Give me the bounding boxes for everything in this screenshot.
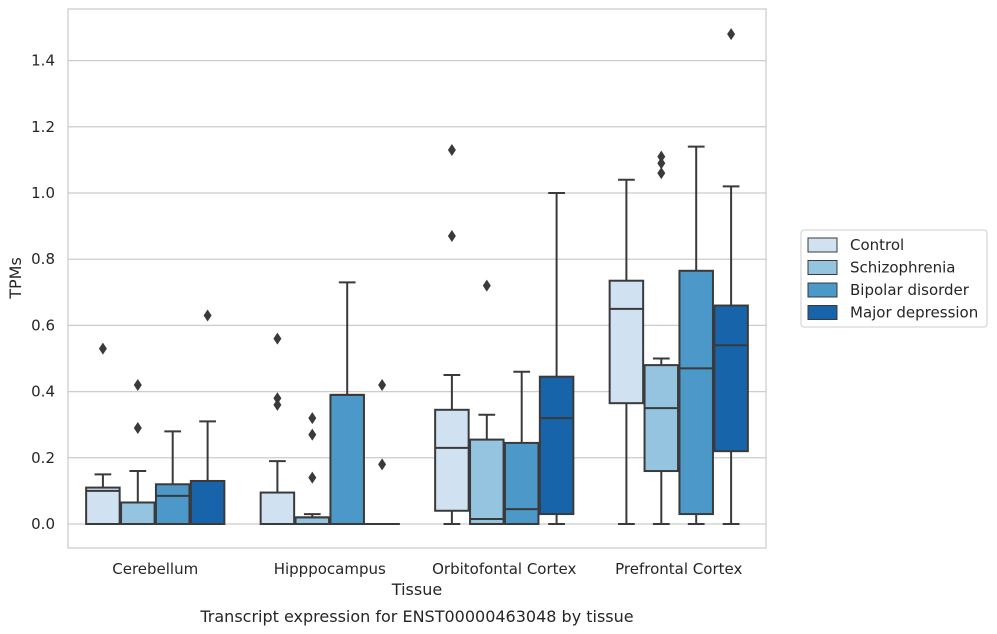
- outlier-point: [657, 157, 666, 170]
- x-tick-label: Prefrontal Cortex: [615, 560, 742, 578]
- box-2-1: [469, 279, 505, 525]
- x-tick-label: Hipppocampus: [274, 560, 386, 578]
- box-body: [189, 479, 226, 525]
- outlier-point: [657, 167, 666, 180]
- y-tick-label: 0.4: [31, 383, 55, 401]
- y-tick-label: 1.4: [31, 52, 55, 70]
- outlier-point: [98, 342, 107, 355]
- box-body: [329, 393, 365, 525]
- box-body: [154, 483, 191, 525]
- outlier-point: [378, 378, 387, 391]
- box-3-3: [713, 28, 749, 525]
- box-1-1: [294, 412, 331, 526]
- x-tick-labels: Cerebellum Hipppocampus Orbitofontal Corte…: [112, 560, 742, 578]
- y-tick-labels: 0.0 0.2 0.4 0.6 0.8 1.0 1.2 1.4: [31, 52, 55, 533]
- legend-swatch: [807, 282, 838, 298]
- box-2-0: [434, 143, 470, 525]
- outlier-point: [273, 392, 282, 405]
- outlier-point: [447, 143, 456, 156]
- box-3-2: [678, 145, 714, 525]
- y-tick-label: 1.0: [31, 184, 55, 202]
- box-body: [120, 501, 156, 525]
- legend-label: Control: [850, 236, 904, 254]
- outlier-point: [273, 332, 282, 345]
- legend: Control Schizophrenia Bipolar disorder Majo…: [800, 229, 988, 328]
- box-body: [643, 364, 680, 473]
- outlier-point: [203, 309, 212, 322]
- outlier-point: [308, 471, 317, 484]
- box-3-0: [608, 178, 645, 525]
- legend-frame: [800, 229, 988, 328]
- box-body: [85, 486, 121, 525]
- legend-label: Bipolar disorder: [850, 281, 970, 299]
- outlier-point: [482, 279, 491, 292]
- box-2-3: [538, 192, 575, 525]
- outlier-point: [273, 398, 282, 411]
- legend-label: Schizophrenia: [850, 259, 955, 277]
- box-body: [469, 438, 505, 525]
- box-0-1: [120, 378, 156, 525]
- y-tick-label: 0.0: [31, 515, 55, 533]
- legend-swatch: [807, 305, 838, 320]
- outlier-point: [133, 422, 142, 435]
- y-tick-label: 0.6: [31, 316, 55, 334]
- box-0-2: [154, 430, 191, 525]
- box-0-3: [189, 309, 226, 525]
- outlier-point: [133, 378, 142, 391]
- box-body: [608, 279, 645, 405]
- y-tick-label: 0.2: [31, 449, 55, 467]
- box-body: [434, 408, 470, 512]
- y-tick-label: 0.8: [31, 250, 55, 268]
- legend-entries: Control Schizophrenia Bipolar disorder Majo…: [807, 236, 978, 322]
- x-tick-label: Cerebellum: [112, 560, 198, 578]
- box-1-0: [259, 332, 296, 525]
- legend-label: Major depression: [850, 304, 978, 322]
- box-body: [678, 269, 714, 516]
- outlier-point: [727, 28, 736, 41]
- outlier-point: [378, 458, 387, 471]
- outlier-point: [308, 412, 317, 425]
- box-3-1: [643, 150, 680, 525]
- legend-swatch: [807, 237, 838, 253]
- gridlines: [68, 59, 766, 525]
- outlier-point: [308, 428, 317, 441]
- box-2-2: [503, 370, 540, 525]
- box-0-0: [85, 342, 121, 525]
- plot-frame: [67, 8, 767, 549]
- box-body: [713, 304, 749, 453]
- legend-swatch: [807, 260, 838, 275]
- x-tick-label: Orbitofontal Cortex: [432, 560, 576, 578]
- box-body: [259, 491, 296, 525]
- y-axis-title: TPMs: [6, 257, 25, 300]
- chart-caption: Transcript expression for ENST0000046304…: [199, 607, 633, 626]
- box-1-3: [364, 378, 400, 526]
- box-body: [503, 441, 540, 525]
- box-series: [85, 28, 749, 526]
- box-1-2: [329, 281, 365, 525]
- outlier-point: [657, 150, 666, 163]
- x-axis-title: Tissue: [391, 580, 442, 599]
- y-tick-label: 1.2: [31, 118, 55, 136]
- box-body: [538, 375, 575, 516]
- outlier-point: [447, 230, 456, 243]
